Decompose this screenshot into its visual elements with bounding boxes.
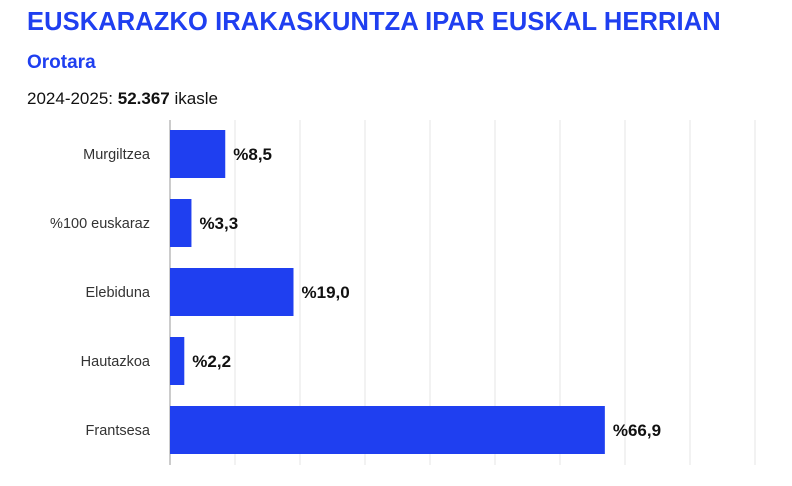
bar: [170, 199, 192, 247]
bar: [170, 268, 294, 316]
value-label: %3,3: [199, 214, 238, 233]
bar: [170, 406, 605, 454]
category-label: Murgiltzea: [83, 147, 151, 163]
bar-chart: Murgiltzea %8,5 %100 euskaraz %3,3 Elebiduna…: [50, 120, 756, 465]
chart-title: EUSKARAZKO IRAKASKUNTZA IPAR EUSKAL HERR…: [27, 8, 721, 36]
note-value: 52.367: [117, 89, 170, 108]
value-label: %19,0: [302, 283, 350, 302]
value-label: %8,5: [233, 145, 272, 164]
value-label: %2,2: [192, 352, 231, 371]
bars: [170, 130, 605, 454]
note-prefix: 2024-2025:: [27, 89, 118, 108]
note-suffix: ikasle: [169, 89, 218, 108]
bar: [170, 337, 185, 385]
chart-subtitle: Orotara: [27, 52, 96, 73]
category-label: Frantsesa: [86, 423, 151, 439]
category-label: Elebiduna: [86, 285, 151, 301]
category-label: Hautazkoa: [81, 354, 151, 370]
student-count-note: 2024-2025: 52.367 ikasle: [27, 89, 218, 109]
bar: [170, 130, 226, 178]
value-label: %66,9: [613, 421, 661, 440]
category-label: %100 euskaraz: [50, 216, 150, 232]
labels: Murgiltzea %8,5 %100 euskaraz %3,3 Elebiduna…: [50, 145, 661, 440]
